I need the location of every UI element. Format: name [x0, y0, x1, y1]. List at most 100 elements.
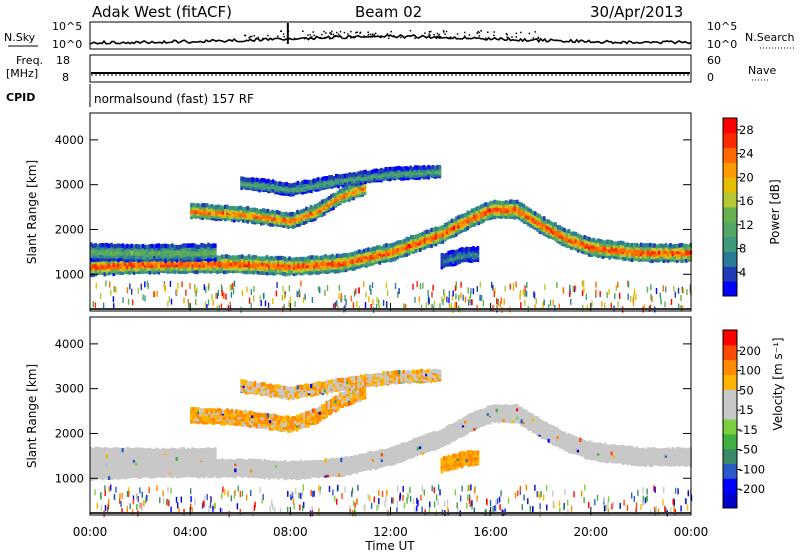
nsearch-dot: [467, 38, 469, 40]
heatmap-cell: [548, 424, 551, 428]
heatmap-cell: [354, 291, 355, 297]
freq-tick-bottom: 8: [62, 71, 69, 84]
heatmap-cell: [360, 453, 363, 457]
heatmap-cell: [407, 167, 410, 171]
heatmap-cell: [523, 409, 526, 413]
heatmap-cell: [149, 244, 152, 248]
heatmap-cell: [230, 256, 233, 260]
heatmap-cell: [600, 291, 601, 297]
heatmap-cell: [650, 284, 651, 290]
heatmap-cell: [601, 301, 602, 307]
heatmap-cell: [448, 436, 451, 440]
nsearch-dot: [315, 36, 317, 38]
heatmap-cell: [595, 239, 598, 243]
heatmap-cell: [430, 228, 433, 232]
heatmap-cell: [484, 419, 487, 423]
heatmap-cell: [251, 208, 254, 212]
heatmap-cell: [265, 179, 268, 183]
heatmap-cell: [351, 296, 352, 302]
heatmap-cell: [265, 300, 266, 306]
heatmap-cell: [304, 257, 307, 261]
heatmap-cell: [435, 227, 438, 231]
heatmap-cell: [524, 285, 525, 291]
heatmap-cell: [367, 252, 370, 256]
heatmap-cell: [469, 413, 472, 417]
heatmap-cell: [397, 240, 400, 244]
heatmap-cell: [599, 442, 602, 446]
heatmap-cell: [430, 436, 433, 440]
heatmap-cell: [557, 237, 560, 241]
heatmap-cell: [687, 244, 690, 248]
nsky-label: N.Sky: [4, 31, 36, 44]
heatmap-cell: [604, 303, 605, 309]
heatmap-cell: [566, 434, 569, 438]
heatmap-cell: [556, 282, 557, 288]
heatmap-cell: [392, 243, 395, 247]
heatmap-cell: [469, 222, 472, 226]
heatmap-cell: [208, 299, 209, 305]
heatmap-cell: [369, 170, 372, 174]
nsearch-dot: [443, 31, 445, 33]
heatmap-cell: [95, 249, 98, 253]
heatmap-cell: [213, 300, 214, 306]
heatmap-cell: [439, 238, 442, 242]
nsearch-dot: [374, 36, 376, 38]
heatmap-cell: [451, 424, 454, 428]
heatmap-cell: [468, 247, 471, 251]
nave-tick-bottom: 0: [707, 71, 714, 84]
heatmap-cell: [489, 201, 492, 205]
heatmap-cell: [231, 206, 234, 210]
heatmap-cell: [324, 176, 327, 180]
heatmap-cell: [419, 248, 422, 252]
heatmap-cell: [99, 243, 102, 247]
heatmap-cell: [624, 257, 627, 261]
heatmap-cell: [231, 292, 232, 298]
heatmap-cell: [557, 432, 560, 436]
heatmap-cell: [356, 301, 357, 307]
heatmap-cell: [376, 249, 379, 253]
heatmap-cell: [247, 206, 250, 210]
colorbar-tick-label: 28: [739, 123, 754, 137]
heatmap-cell: [153, 256, 156, 260]
heatmap-cell: [575, 285, 576, 291]
heatmap-cell: [470, 288, 471, 294]
heatmap-cell: [678, 247, 681, 251]
heatmap-cell: [473, 222, 476, 226]
heatmap-cell: [318, 256, 321, 260]
heatmap-cell: [110, 290, 111, 296]
heatmap-cell: [523, 415, 526, 419]
heatmap-cell: [489, 405, 492, 409]
heatmap-cell: [252, 177, 255, 181]
heatmap-cell: [249, 298, 250, 304]
nsearch-dot: [391, 31, 393, 33]
heatmap-cell: [443, 253, 446, 257]
y-tick-label: 3000: [55, 178, 84, 192]
heatmap-cell: [518, 412, 521, 416]
heatmap-cell: [282, 295, 283, 301]
heatmap-cell: [363, 281, 364, 287]
heatmap-cell: [301, 180, 304, 184]
nsearch-dot: [477, 32, 479, 34]
heatmap-cell: [322, 471, 325, 475]
heatmap-cell: [464, 227, 467, 231]
nsearch-tick-top: 10^5: [707, 20, 737, 33]
heatmap-cell: [215, 293, 216, 299]
nsearch-dot: [424, 32, 426, 34]
heatmap-cell: [275, 256, 278, 260]
heatmap-cell: [387, 167, 390, 171]
heatmap-cell: [355, 288, 356, 294]
nsearch-dot: [325, 32, 327, 34]
heatmap-cell: [297, 291, 298, 297]
heatmap-cell: [149, 472, 152, 476]
nsearch-dot: [464, 35, 466, 37]
nsky-tick-top: 10^5: [52, 20, 82, 33]
heatmap-cell: [665, 243, 668, 247]
heatmap-cell: [149, 261, 152, 265]
nsearch-dot: [254, 35, 256, 37]
heatmap-cell: [270, 466, 273, 470]
heatmap-cell: [327, 255, 330, 259]
colorbar-swatch: [723, 281, 737, 296]
freq-strip-frame: [90, 55, 691, 82]
heatmap-cell: [328, 196, 331, 200]
heatmap-cell: [430, 232, 433, 236]
